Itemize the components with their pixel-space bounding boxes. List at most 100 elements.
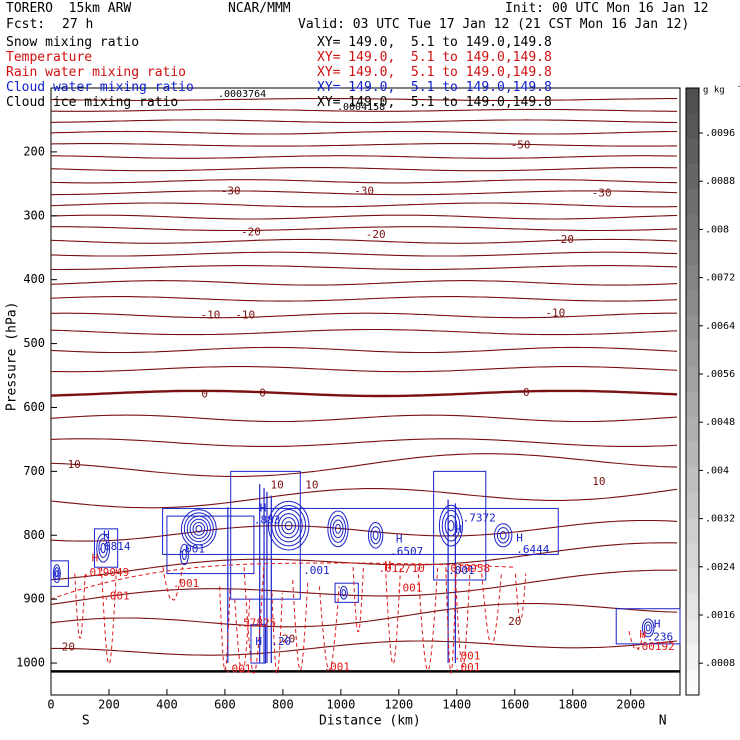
temperature-isotherm xyxy=(50,414,678,423)
cloud-water-contour xyxy=(441,509,461,542)
legend-snow-name: Snow mixing ratio xyxy=(6,35,140,50)
colorbar-segment xyxy=(686,644,699,671)
cloud-water-contour xyxy=(327,510,349,548)
temperature-contour-label: 0 xyxy=(523,386,530,399)
temperature-isotherm xyxy=(50,167,678,172)
temperature-isotherm xyxy=(50,119,678,124)
colorbar-segment xyxy=(686,568,699,595)
temperature-contour-label: 10 xyxy=(592,475,605,488)
temperature-isotherm xyxy=(50,179,678,184)
org-label: NCAR/MMM xyxy=(228,1,291,16)
rain-water-max-label: H xyxy=(92,551,99,564)
cloud-water-contour xyxy=(499,530,507,540)
cloud-water-contour xyxy=(93,528,119,568)
colorbar-segment xyxy=(686,391,699,418)
cloud-contour-label: .001 xyxy=(448,564,475,577)
rain-contour-label: .001 xyxy=(225,662,252,675)
cloud-water-max-label: .6507 xyxy=(390,545,423,558)
y-tick-label: 300 xyxy=(23,208,45,222)
cloud-water-contour xyxy=(250,624,266,664)
colorbar-segment xyxy=(686,467,699,494)
colorbar-level-label: .0032 xyxy=(705,514,735,525)
legend-cloud-ice-xy: XY= 149.0, 5.1 to 149.0,149.8 xyxy=(317,95,552,110)
x-tick-label: 1000 xyxy=(326,698,355,712)
cloud-water-contour xyxy=(189,518,209,539)
legend-cloud-ice-name: Cloud ice mixing ratio xyxy=(6,95,179,110)
colorbar-level-label: .0056 xyxy=(705,369,735,380)
cloud-water-contour xyxy=(329,514,347,543)
cloud-water-contour xyxy=(444,514,458,537)
temperature-contour-label: -30 xyxy=(354,185,374,198)
cloud-water-contour xyxy=(334,523,341,534)
colorbar-level-label: .0024 xyxy=(705,562,735,573)
colorbar-segment xyxy=(686,340,699,367)
colorbar-level-label: .0064 xyxy=(705,321,735,332)
temperature-contour-label: 0 xyxy=(259,386,266,399)
temperature-isotherm xyxy=(50,214,678,220)
cloud-water-contour xyxy=(332,519,344,539)
cloud-water-contour xyxy=(53,567,60,581)
temperature-contour-label: 0 xyxy=(201,388,208,401)
legend-cloud-water-xy: XY= 149.0, 5.1 to 149.0,149.8 xyxy=(317,80,552,95)
rain-contour-label: .001 xyxy=(103,590,129,603)
temperature-isotherm xyxy=(50,328,678,336)
rain-water-contour xyxy=(385,567,402,664)
temperature-isotherm xyxy=(51,155,678,159)
colorbar-segment xyxy=(686,265,699,291)
y-tick-label: 800 xyxy=(23,528,45,542)
temperature-isotherm xyxy=(50,238,678,244)
cloud-water-contour xyxy=(180,509,217,549)
cloud-water-contour xyxy=(192,521,206,536)
y-tick-label: 600 xyxy=(23,400,45,414)
cloud-water-contour xyxy=(230,470,301,600)
forecast-label: Fcst: xyxy=(6,17,46,32)
cloud-water-contour xyxy=(493,523,513,548)
rain-water-max-label: .012/10 xyxy=(379,562,425,575)
rain-water-max-label: H xyxy=(384,559,391,572)
temperature-contour-label: -10 xyxy=(200,308,220,321)
temperature-contour-label: -20 xyxy=(366,228,386,241)
x-tick-label: 600 xyxy=(214,698,236,712)
temperature-isotherm xyxy=(50,542,678,581)
colorbar-segment xyxy=(686,593,699,620)
temperature-isotherm xyxy=(50,519,678,542)
cloud-water-contour xyxy=(179,543,189,566)
cloud-water-contour xyxy=(615,608,681,645)
colorbar-segment xyxy=(686,113,699,140)
rain-water-max-label: .00192 xyxy=(635,640,675,653)
temperature-contour-label: -30 xyxy=(221,185,241,198)
colorbar-segment xyxy=(686,88,699,114)
cloud-water-max-label: .236 xyxy=(647,630,674,643)
temperature-isotherm xyxy=(50,280,678,286)
cloud-water-contour xyxy=(643,621,653,635)
cloud-water-contour xyxy=(98,538,108,558)
cloud-water-max-label: H xyxy=(455,523,462,536)
cloud-water-contour xyxy=(181,548,187,561)
y-tick-label: 400 xyxy=(23,272,45,286)
cloud-water-contour xyxy=(52,564,61,583)
cloud-water-contour xyxy=(96,533,111,563)
rain-water-contour xyxy=(454,567,471,667)
cloud-water-contour xyxy=(195,525,203,533)
colorbar-segment xyxy=(686,492,699,519)
x-tick-label: 400 xyxy=(156,698,178,712)
cloud-water-max-label: .883 xyxy=(254,514,281,527)
temperature-contour-label: -20 xyxy=(554,233,574,246)
cloud-water-max-label: .7372 xyxy=(463,512,496,525)
colorbar-frame xyxy=(685,87,700,696)
cloud-contour-label: .001 xyxy=(179,542,206,555)
cloud-water-contour xyxy=(339,585,348,600)
legend-temperature-xy: XY= 149.0, 5.1 to 149.0,149.8 xyxy=(317,50,552,65)
colorbar-level-label: .008 xyxy=(705,224,729,235)
cloud-water-contour xyxy=(100,542,106,554)
colorbar-level-label: .0048 xyxy=(705,417,735,428)
cloud-water-contour xyxy=(447,520,455,532)
temperature-isotherm xyxy=(50,265,678,271)
cloud-water-max-label: .6444 xyxy=(516,543,549,556)
cloud-water-contour xyxy=(183,512,214,546)
colorbar-level-label: .0096 xyxy=(705,128,735,139)
colorbar-segment xyxy=(686,543,699,570)
init-time: Init: 00 UTC Mon 16 Jan 12 xyxy=(505,1,709,16)
colorbar-segment xyxy=(686,290,699,317)
